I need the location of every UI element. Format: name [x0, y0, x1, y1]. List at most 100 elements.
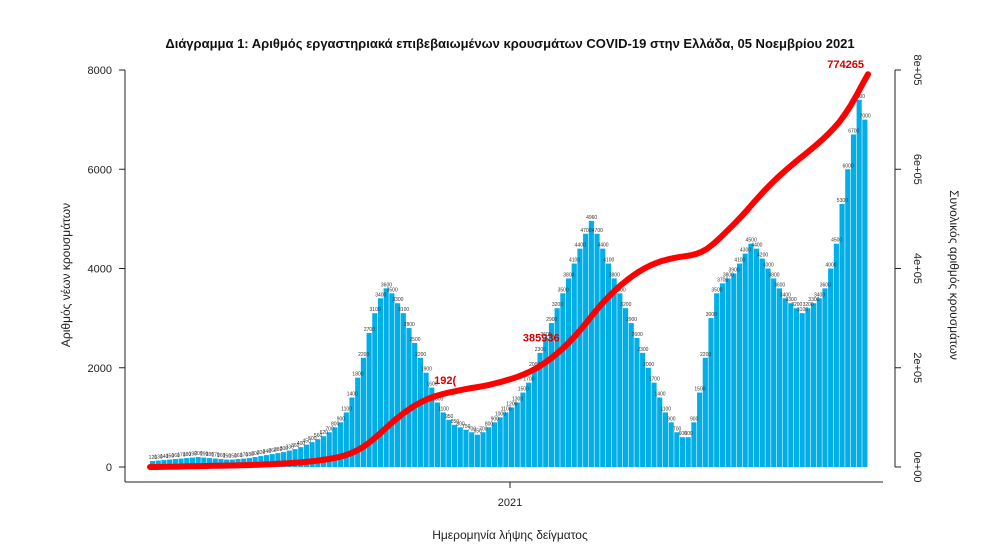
- bar-value-label: 3800: [768, 272, 779, 278]
- bar: [167, 459, 173, 467]
- bar: [383, 288, 389, 467]
- bar-value-label: 1300: [512, 396, 523, 402]
- bar-value-label: 4400: [575, 243, 586, 249]
- bar: [395, 303, 401, 467]
- bar: [263, 455, 270, 467]
- bar: [497, 417, 503, 468]
- bar-value-label: 2200: [415, 352, 426, 358]
- bar: [343, 412, 349, 467]
- bar-value-label: 800: [331, 421, 340, 427]
- bar-value-label: 800: [485, 421, 494, 427]
- bar: [474, 434, 480, 467]
- bar: [548, 323, 555, 467]
- bar: [326, 432, 332, 467]
- cumulative-annotation: 192(: [434, 375, 456, 387]
- bar: [526, 382, 532, 467]
- bar-value-label: 4500: [746, 238, 757, 244]
- y-axis-label: Αριθμός νέων κρουσμάτων: [59, 203, 73, 347]
- bar-value-label: 150: [228, 454, 237, 460]
- bar-value-label: 4700: [592, 228, 603, 234]
- bar: [320, 436, 327, 467]
- bar: [172, 459, 178, 467]
- bar-value-label: 3100: [398, 307, 409, 313]
- bar: [537, 352, 543, 467]
- bar-value-label: 3100: [370, 307, 381, 313]
- bar-value-label: 3800: [563, 272, 574, 278]
- bar: [697, 392, 703, 467]
- bar-value-label: 1000: [495, 411, 506, 417]
- cumulative-annotations: 192(385936 774265: [434, 59, 864, 387]
- bar-value-label: 4300: [740, 248, 751, 254]
- bar: [514, 402, 520, 467]
- cumulative-annotation: 774265: [827, 59, 864, 71]
- bar: [594, 233, 600, 467]
- bar-value-label: 3700: [717, 277, 728, 283]
- bar-value-label: 3600: [820, 282, 831, 288]
- y2-tick-label: 4e+05: [911, 253, 923, 284]
- bar-value-label: 1700: [523, 377, 534, 383]
- y-tick-label: 8000: [88, 65, 112, 77]
- bar-value-label: 1500: [518, 387, 529, 393]
- bar: [155, 460, 161, 467]
- x-axis-ticks: 2021: [498, 482, 522, 509]
- bar: [571, 263, 577, 467]
- bar-value-label: 2000: [529, 362, 540, 368]
- bar: [617, 293, 623, 467]
- bar: [845, 169, 851, 467]
- bar: [702, 357, 708, 467]
- bar: [206, 458, 213, 467]
- bar: [833, 243, 839, 467]
- bar-value-label: 220: [257, 450, 266, 456]
- bar: [315, 439, 321, 467]
- bar: [645, 367, 651, 467]
- bar-series: [150, 99, 868, 468]
- bar: [828, 268, 834, 467]
- bar: [178, 458, 184, 467]
- bar-value-label: 560: [314, 433, 323, 439]
- bar-value-label: 150: [223, 454, 232, 460]
- bar-value-label: 4200: [757, 253, 768, 259]
- bar-value-label: 4500: [831, 238, 842, 244]
- bar-value-label: 160: [171, 453, 180, 459]
- bar-value-label: 3000: [706, 312, 717, 318]
- bar: [799, 313, 805, 467]
- bar: [509, 407, 515, 467]
- bar-value-label: 360: [291, 443, 300, 449]
- x-axis-label: Ημερομηνία λήψης δείγματος: [432, 528, 588, 542]
- bar-value-label: 2200: [700, 352, 711, 358]
- bar: [622, 308, 629, 467]
- bar: [303, 444, 309, 467]
- bar: [503, 412, 509, 467]
- bar-value-label: 330: [285, 445, 294, 451]
- bar-value-label: 3800: [723, 272, 734, 278]
- left-axis-ticks: 0 2000 4000 6000 8000: [88, 65, 125, 474]
- bar: [605, 263, 611, 467]
- bar-value-label: 1300: [432, 396, 443, 402]
- bar: [452, 424, 458, 467]
- bar-value-label: 130: [154, 455, 163, 461]
- bar-value-label: 3800: [609, 272, 620, 278]
- bar-value-label: 700: [325, 426, 334, 432]
- bar: [446, 419, 452, 467]
- bar: [400, 313, 406, 467]
- bar-value-label: 200: [194, 451, 203, 457]
- bar-value-label: 160: [217, 453, 226, 459]
- bar-value-label: 800: [456, 421, 465, 427]
- bar: [782, 298, 788, 467]
- bar: [286, 450, 292, 467]
- bar-value-label: 2600: [632, 332, 643, 338]
- bar-value-label: 2000: [643, 362, 654, 368]
- bar: [793, 308, 800, 467]
- bar-value-label: 160: [234, 453, 243, 459]
- bar: [377, 298, 384, 467]
- bar: [355, 377, 361, 467]
- bar-value-label: 700: [673, 426, 682, 432]
- bar-value-label: 170: [177, 453, 186, 459]
- bar-value-label: 3200: [803, 302, 814, 308]
- bar-value-label: 2300: [637, 347, 648, 353]
- bar: [434, 402, 441, 467]
- x-tick-label: 2021: [498, 497, 522, 509]
- bar: [742, 253, 748, 467]
- bar: [771, 278, 777, 467]
- bar: [657, 397, 663, 467]
